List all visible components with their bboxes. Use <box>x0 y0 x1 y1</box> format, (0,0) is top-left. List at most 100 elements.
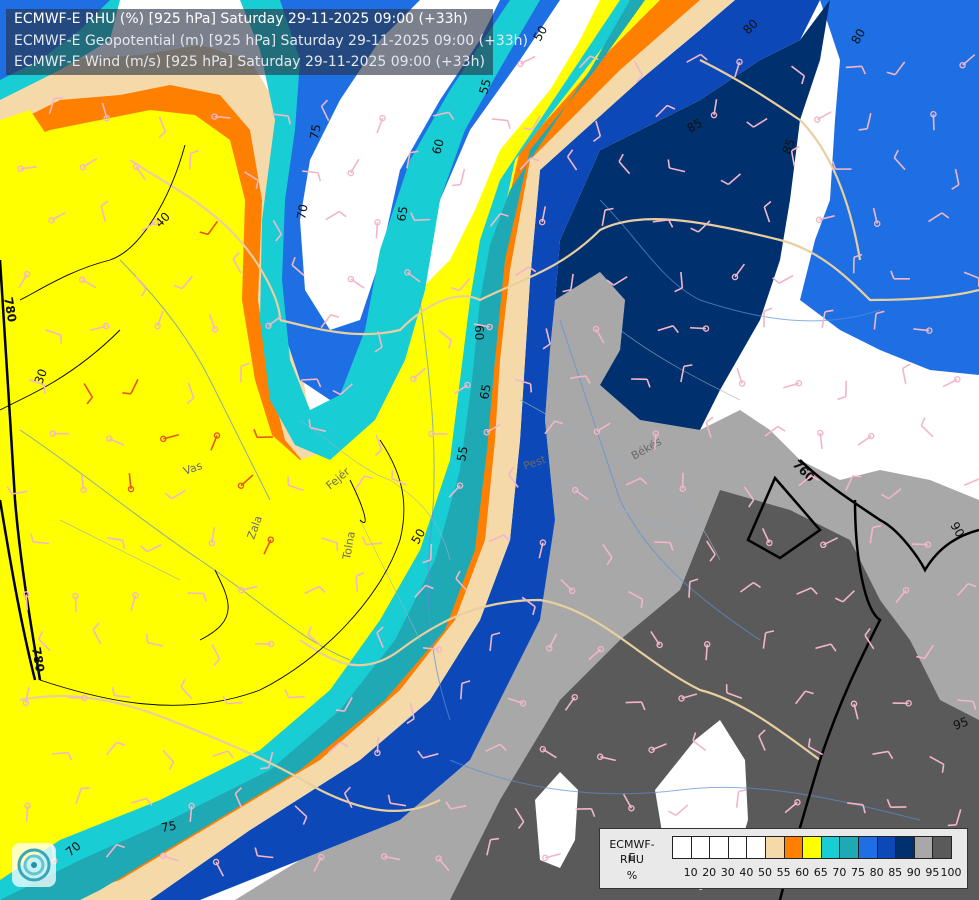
wind-barb-icon <box>633 61 644 83</box>
rhu-label-70: 70 <box>294 203 310 220</box>
wind-barb-icon <box>313 853 325 872</box>
wind-barb-icon <box>517 55 536 68</box>
wind-barb-icon <box>68 694 88 702</box>
wind-barb-icon <box>189 149 200 170</box>
wind-barb-icon <box>731 263 746 281</box>
wind-barb-icon <box>790 145 800 167</box>
wind-barb-icon <box>947 809 962 827</box>
rhu-label-60-north: 60 <box>429 137 446 155</box>
wind-barb-icon <box>374 434 383 457</box>
wind-barb-icon <box>601 207 614 226</box>
rhu-label-65-north: 65 <box>394 205 410 222</box>
wind-barb-icon <box>942 376 961 388</box>
legend-swatch <box>765 836 785 859</box>
wind-barb-icon <box>539 745 557 759</box>
wind-barb-icon <box>284 689 305 699</box>
wind-barb-icon <box>901 363 911 385</box>
rhu-label-75-north: 75 <box>307 123 323 140</box>
wind-barb-icon <box>234 787 243 809</box>
wind-barb-icon <box>622 793 635 812</box>
wind-barb-icon <box>72 592 79 613</box>
wind-barb-icon <box>654 541 674 551</box>
wind-barb-icon <box>212 858 225 877</box>
wind-barb-icon <box>957 699 977 710</box>
wind-barb-icon <box>48 97 63 114</box>
wind-barb-icon <box>187 592 207 602</box>
wind-barb-icon <box>820 537 839 549</box>
wind-barb-icon <box>485 743 507 752</box>
region-borders <box>59 329 741 641</box>
wind-barb-icon <box>158 116 167 139</box>
legend-tick-label: 65 <box>813 866 828 879</box>
legend-swatch <box>876 836 897 859</box>
rhu-band-90 <box>555 0 830 430</box>
wind-barb-icon <box>473 323 493 331</box>
legend-swatch <box>709 836 729 859</box>
wind-barb-icon <box>739 581 761 593</box>
wind-barb-icon <box>453 381 471 395</box>
wind-barb-icon <box>772 274 794 284</box>
wind-barb-icon <box>578 55 599 69</box>
wind-barb-icon <box>869 525 882 544</box>
wind-barb-icon <box>886 61 906 76</box>
wind-barb-icon <box>892 700 912 707</box>
rhu-label-75-south: 75 <box>160 819 177 835</box>
legend-swatch <box>802 836 822 859</box>
wind-barb-icon <box>301 378 322 388</box>
wind-barb-icon <box>30 533 50 545</box>
wind-barb-icon <box>347 275 365 289</box>
wind-barb-icon <box>890 270 910 280</box>
wind-barb-icon <box>710 99 718 119</box>
wind-barb-icon <box>873 310 885 330</box>
wind-barb-icon <box>592 325 605 344</box>
wind-barb-icon <box>850 700 859 720</box>
wind-barb-icon <box>746 117 768 128</box>
wind-barb-icon <box>564 693 578 711</box>
wind-barb-icon <box>668 804 689 817</box>
rhu-label-55: 55 <box>454 445 470 462</box>
wind-barb-icon <box>17 165 37 173</box>
wind-barb-icon <box>304 585 326 595</box>
wind-barb-icon <box>852 253 863 274</box>
wind-barb-icon <box>489 212 509 227</box>
wind-barb-icon <box>448 482 464 498</box>
rhu-label-55-north: 55 <box>476 77 493 95</box>
rhu-label-50-north: 50 <box>530 23 550 43</box>
wind-barb-icon <box>763 307 773 328</box>
wind-barb-icon <box>571 486 589 501</box>
wind-barb-icon <box>374 218 381 239</box>
wind-barb-icon <box>817 429 824 449</box>
wind-barb-icon <box>445 801 467 810</box>
wind-barb-icon <box>783 380 803 389</box>
wind-barb-icon <box>208 527 216 547</box>
wind-barb-icon <box>376 626 384 648</box>
wind-barb-icon <box>29 379 46 394</box>
wind-barb-icon <box>796 587 818 595</box>
wind-barb-icon <box>951 168 960 190</box>
wind-barbs <box>6 53 979 877</box>
wind-barb-icon <box>688 578 699 598</box>
wind-barb-icon <box>847 802 866 814</box>
legend-swatch <box>858 836 878 859</box>
wind-barb-icon <box>667 159 686 173</box>
wind-barb-icon <box>253 429 274 439</box>
wind-barb-icon <box>679 472 686 492</box>
wind-barb-icon <box>45 329 62 344</box>
wind-barb-icon <box>508 466 519 488</box>
wind-barb-icon <box>686 53 708 63</box>
wind-barb-icon <box>523 115 541 131</box>
wind-barb-icon <box>920 417 934 438</box>
wind-barb-icon <box>255 640 275 648</box>
wind-barb-icon <box>857 432 875 446</box>
wind-barb-icon <box>758 729 766 751</box>
wind-barb-icon <box>188 802 195 823</box>
wind-barb-icon <box>764 425 786 437</box>
wind-barb-icon <box>199 220 219 236</box>
wind-barb-icon <box>387 794 407 807</box>
wind-barb-icon <box>588 645 605 661</box>
rhu-dry-pocket-1 <box>535 772 578 868</box>
title-box: ECMWF-E RHU (%) [925 hPa] Saturday 29-11… <box>6 9 528 75</box>
wind-barb-icon <box>354 475 373 490</box>
legend-tick-label: 80 <box>869 866 884 879</box>
wind-barb-icon <box>406 702 415 725</box>
